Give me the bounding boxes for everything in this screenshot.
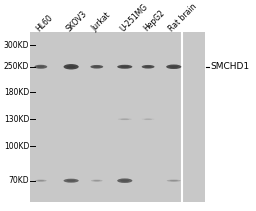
Text: SMCHD1: SMCHD1 (210, 62, 249, 71)
Ellipse shape (167, 180, 181, 182)
Ellipse shape (67, 65, 76, 68)
Text: 100KD: 100KD (4, 142, 29, 151)
Ellipse shape (37, 66, 45, 68)
Text: HL60: HL60 (35, 13, 55, 33)
Ellipse shape (166, 65, 181, 69)
Ellipse shape (37, 180, 44, 181)
Ellipse shape (118, 118, 132, 120)
Text: Jurkat: Jurkat (90, 11, 113, 33)
Ellipse shape (67, 180, 76, 182)
Bar (30, 32, 205, 202)
Ellipse shape (91, 180, 103, 182)
Ellipse shape (120, 66, 129, 68)
Ellipse shape (117, 65, 132, 69)
Ellipse shape (63, 64, 79, 69)
Ellipse shape (142, 118, 155, 120)
Text: 180KD: 180KD (4, 88, 29, 97)
Ellipse shape (93, 66, 101, 68)
Ellipse shape (34, 65, 47, 69)
Ellipse shape (144, 66, 152, 68)
Text: 70KD: 70KD (8, 176, 29, 185)
Ellipse shape (117, 179, 132, 183)
Ellipse shape (93, 180, 100, 181)
Ellipse shape (142, 65, 155, 69)
Text: 250KD: 250KD (4, 62, 29, 71)
Ellipse shape (121, 119, 129, 120)
Ellipse shape (63, 179, 79, 183)
Ellipse shape (120, 180, 129, 182)
Text: U-251MG: U-251MG (119, 2, 150, 33)
Text: 130KD: 130KD (4, 115, 29, 124)
Ellipse shape (35, 180, 47, 182)
Text: Rat brain: Rat brain (167, 2, 199, 33)
Ellipse shape (169, 180, 178, 181)
Text: SKOV3: SKOV3 (65, 9, 89, 33)
Text: HepG2: HepG2 (142, 9, 166, 33)
Ellipse shape (90, 65, 103, 69)
Ellipse shape (144, 119, 152, 120)
Ellipse shape (169, 66, 178, 68)
Text: 300KD: 300KD (4, 41, 29, 50)
